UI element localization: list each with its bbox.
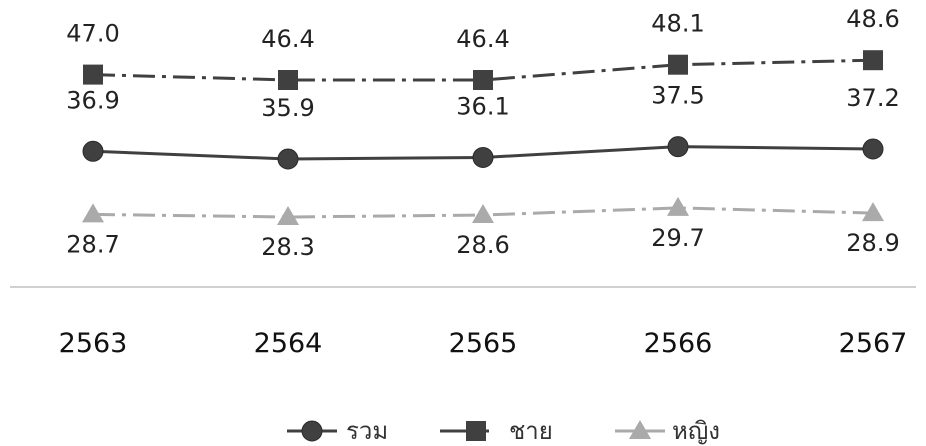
square-marker — [863, 50, 883, 71]
legend-item-chai: ชาย — [440, 417, 553, 445]
triangle-marker — [862, 202, 884, 222]
circle-marker — [667, 136, 689, 158]
square-marker — [83, 64, 103, 85]
data-label: 28.9 — [846, 229, 899, 257]
series-layer — [82, 50, 884, 225]
x-tick-label: 2564 — [254, 328, 323, 359]
circle-marker — [82, 140, 104, 162]
data-label: 35.9 — [261, 94, 314, 122]
data-label: 46.4 — [261, 25, 314, 53]
legend-label: รวม — [346, 417, 388, 445]
circle-marker — [277, 148, 299, 170]
legend-item-ruam: รวม — [287, 417, 388, 445]
x-tick-label: 2567 — [839, 328, 908, 359]
data-label: 37.2 — [846, 84, 899, 112]
data-label-layer: 47.0 46.4 46.4 48.1 48.6 36.9 35.9 36.1 37.5 37.2… — [66, 5, 899, 261]
data-label: 36.1 — [456, 92, 509, 120]
data-label: 46.4 — [456, 25, 509, 53]
circle-marker — [862, 138, 884, 160]
legend-marker — [301, 420, 323, 442]
x-tick-layer: 2563 2564 2565 2566 2567 — [59, 328, 908, 359]
data-label: 28.7 — [66, 230, 119, 258]
data-label: 29.7 — [651, 224, 704, 252]
circle-marker — [472, 146, 494, 168]
data-label: 36.9 — [66, 86, 119, 114]
square-marker — [473, 70, 493, 90]
data-label: 28.3 — [261, 233, 314, 261]
x-tick-label: 2563 — [59, 328, 128, 359]
data-label: 37.5 — [651, 82, 704, 110]
x-tick-label: 2565 — [449, 328, 518, 359]
x-tick-label: 2566 — [644, 328, 713, 359]
legend-marker — [629, 420, 651, 439]
data-label: 28.6 — [456, 231, 509, 259]
data-label: 47.0 — [66, 20, 119, 48]
legend-label: หญิง — [672, 417, 720, 445]
data-label: 48.1 — [651, 10, 704, 38]
data-label: 48.6 — [846, 5, 899, 33]
triangle-marker — [472, 204, 494, 224]
square-marker — [278, 70, 298, 90]
triangle-marker — [277, 206, 299, 225]
square-marker — [668, 54, 688, 75]
legend-label: ชาย — [509, 417, 553, 445]
triangle-marker — [82, 203, 104, 223]
legend: รวม ชาย หญิง — [287, 417, 720, 445]
legend-item-ying: หญิง — [615, 417, 720, 445]
legend-marker — [466, 421, 486, 441]
triangle-marker — [667, 196, 689, 216]
